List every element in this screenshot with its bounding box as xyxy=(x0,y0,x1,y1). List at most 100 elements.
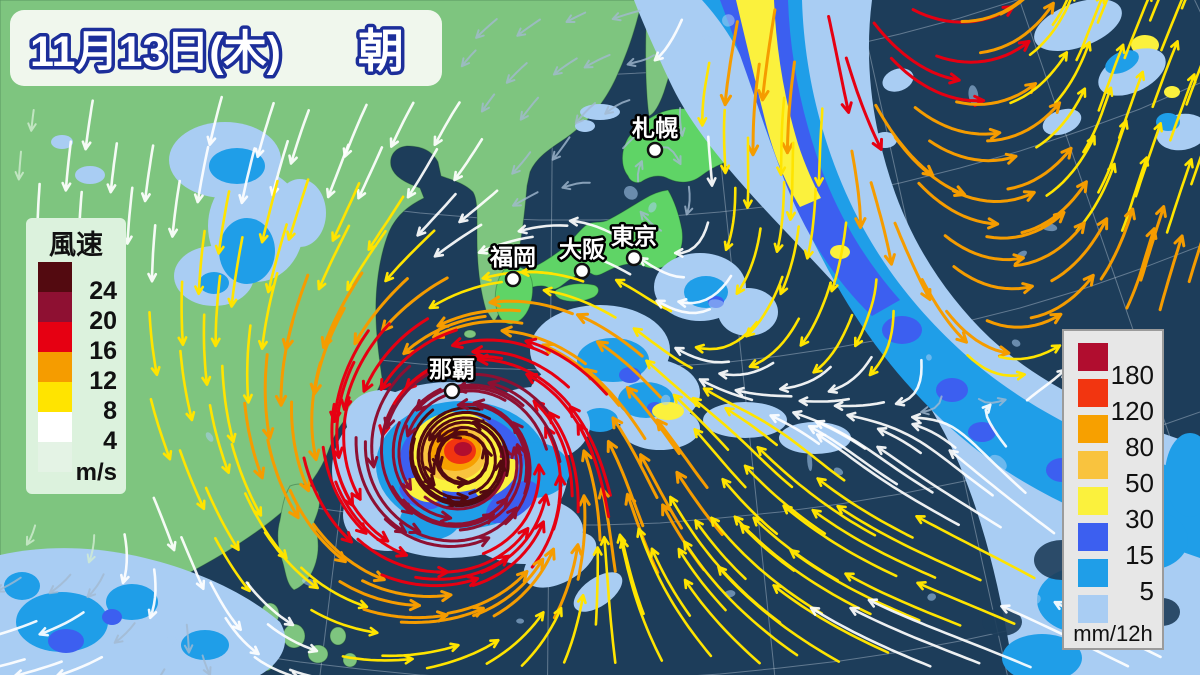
precip-blob xyxy=(582,408,618,432)
precip-blob xyxy=(830,245,850,259)
wind-arrow xyxy=(757,8,777,102)
wind-arrow xyxy=(389,101,415,148)
wind-arrow xyxy=(677,547,727,612)
wind-arrow xyxy=(827,15,853,114)
precip-blob xyxy=(926,354,932,361)
wind-arrow xyxy=(979,1,1055,55)
wind-arrow xyxy=(265,223,288,294)
wind-arrow xyxy=(238,147,256,205)
wind-arrow xyxy=(698,378,754,402)
wind-arrow xyxy=(734,386,793,398)
wind-legend-tick: 16 xyxy=(89,337,117,365)
wind-arrow xyxy=(869,181,896,266)
wind-arrow xyxy=(472,398,531,495)
precip-blob xyxy=(16,592,108,652)
wind-arrow xyxy=(86,573,105,598)
city-marker: 札幌 xyxy=(629,113,681,159)
wind-arrow xyxy=(985,312,1063,329)
wind-arrow xyxy=(576,494,591,581)
precip-blob xyxy=(882,68,914,92)
precip-legend-color-block xyxy=(1078,595,1108,623)
wind-arrow xyxy=(542,286,617,319)
wind-arrow xyxy=(746,62,761,157)
precip-blob xyxy=(205,432,214,442)
wind-arrow xyxy=(611,9,641,22)
banner-date-label: 11月13日(木) xyxy=(30,28,281,76)
wind-arrow xyxy=(551,136,571,161)
shikoku-island xyxy=(554,283,599,302)
wind-arrow xyxy=(500,325,587,366)
wind-arrow xyxy=(948,449,1056,535)
wind-arrow xyxy=(120,533,130,585)
precip-blob xyxy=(660,394,671,406)
wind-arrow xyxy=(867,598,1032,669)
wind-arrow xyxy=(683,540,799,657)
wind-arrow xyxy=(952,265,1034,295)
wind-arrow xyxy=(653,18,684,62)
wind-arrow xyxy=(693,428,747,489)
wind-arrow xyxy=(208,404,231,474)
wind-arrow xyxy=(492,547,556,618)
wind-arrow xyxy=(1020,180,1088,235)
wind-arrow xyxy=(562,593,587,664)
precip-blob xyxy=(165,636,177,646)
wind-arrow xyxy=(262,353,275,440)
wind-arrow xyxy=(721,477,779,536)
wind-arrow xyxy=(792,410,934,494)
wind-arrow xyxy=(433,101,461,147)
wind-arrow xyxy=(402,314,487,356)
wind-arrow xyxy=(1009,51,1069,105)
wind-arrow xyxy=(300,566,369,610)
precip-blob xyxy=(1011,339,1021,347)
city-marker: 那覇 xyxy=(427,354,478,400)
wind-arrow xyxy=(844,56,883,151)
wind-arrow xyxy=(460,49,477,68)
wind-arrow xyxy=(916,581,1016,625)
wind-arrow xyxy=(789,549,921,622)
wind-arrow xyxy=(0,576,22,593)
precip-blob xyxy=(968,422,996,442)
wind-arrow xyxy=(1148,0,1160,22)
wind-arrow xyxy=(381,642,460,658)
wind-arrow xyxy=(48,573,72,595)
wind-arrow xyxy=(210,274,222,348)
wind-arrow xyxy=(1051,0,1069,26)
wind-arrow xyxy=(302,456,354,544)
wind-arrow xyxy=(626,54,655,67)
wind-arrow xyxy=(13,660,63,675)
jeju-island xyxy=(463,329,477,339)
precip-legend-tick: 5 xyxy=(1139,576,1154,606)
wind-arrow xyxy=(25,524,37,546)
wind-arrow xyxy=(177,280,188,346)
wind-arrow xyxy=(488,295,574,316)
wind-arrow xyxy=(331,182,361,242)
wind-arrow xyxy=(363,440,422,534)
wind-arrow xyxy=(718,361,775,380)
wind-arrow xyxy=(81,99,94,151)
wind-arrow xyxy=(876,427,922,455)
wind-arrow xyxy=(781,60,796,155)
wind-arrow xyxy=(331,360,356,459)
wind-arrow xyxy=(1151,40,1180,109)
wind-arrow xyxy=(592,546,603,626)
wind-legend-unit: m/s xyxy=(75,459,117,486)
wind-legend-color-block xyxy=(38,442,72,472)
wind-arrow xyxy=(915,515,1036,580)
precip-legend-color-block xyxy=(1078,523,1108,551)
wind-arrow xyxy=(1165,158,1194,234)
wind-arrow xyxy=(691,396,794,489)
precip-legend-tick: 120 xyxy=(1110,396,1154,426)
continent-asia xyxy=(0,0,643,645)
precip-blob xyxy=(48,629,84,653)
wind-arrow xyxy=(519,96,540,121)
wind-arrow xyxy=(778,225,800,296)
wind-arrow xyxy=(14,150,24,181)
wind-arrow xyxy=(201,654,212,675)
precip-legend-tick: 50 xyxy=(1125,468,1154,498)
wind-arrow xyxy=(224,616,260,656)
wind-arrow xyxy=(599,535,617,664)
wind-arrow xyxy=(341,654,414,665)
wind-arrow xyxy=(1028,0,1076,57)
wind-arrow xyxy=(1190,155,1200,186)
